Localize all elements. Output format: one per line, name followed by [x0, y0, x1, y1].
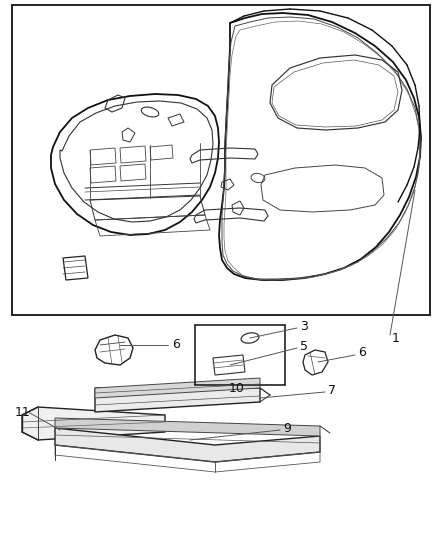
Bar: [55, 422, 67, 428]
Polygon shape: [95, 378, 260, 398]
Text: 6: 6: [172, 338, 180, 351]
Text: 7: 7: [328, 384, 336, 397]
Text: 10: 10: [229, 382, 245, 394]
Bar: [95, 422, 107, 428]
Bar: [75, 422, 87, 428]
Polygon shape: [95, 388, 260, 412]
Polygon shape: [55, 428, 320, 462]
Polygon shape: [22, 407, 165, 440]
Text: 1: 1: [392, 332, 400, 344]
Text: 3: 3: [300, 319, 308, 333]
Polygon shape: [55, 418, 320, 436]
Text: 6: 6: [358, 346, 366, 359]
Text: 5: 5: [300, 340, 308, 352]
Text: 9: 9: [283, 422, 291, 434]
Text: 11: 11: [15, 406, 31, 418]
